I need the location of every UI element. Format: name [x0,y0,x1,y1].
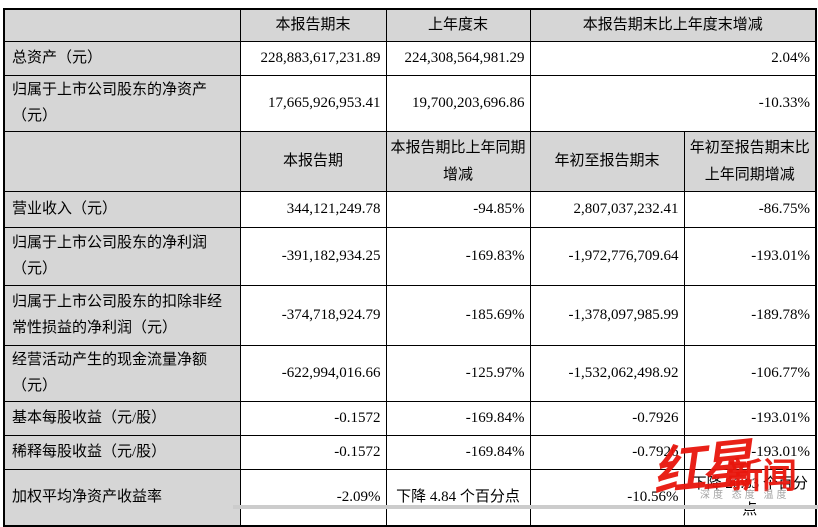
total-assets-current: 228,883,617,231.89 [239,41,387,76]
row-label-operating-cash-flow: 经营活动产生的现金流量净额（元） [3,345,241,402]
basic-eps-change: -169.84% [385,401,531,436]
net-profit-ytd-change: -193.01% [683,227,817,286]
net-profit-change: -169.83% [385,227,531,286]
table-row-total-assets: 总资产（元） 228,883,617,231.89 224,308,564,98… [3,41,817,76]
col-header-change-vs-prior-year-end: 本报告期末比上年度末增减 [529,8,817,42]
net-profit-excl-ytd: -1,378,097,985.99 [529,285,685,346]
roe-ytd-change: 下降 20.83 个百分点 [683,469,817,527]
col-header-current-period: 本报告期 [239,131,387,192]
total-assets-change: 2.04% [529,41,817,76]
col-header-ytd-change: 年初至报告期末比上年同期增减 [683,131,817,192]
table-row-operating-revenue: 营业收入（元） 344,121,249.78 -94.85% 2,807,037… [3,191,817,228]
operating-revenue-ytd-change: -86.75% [683,191,817,228]
basic-eps-current: -0.1572 [239,401,387,436]
operating-revenue-current: 344,121,249.78 [239,191,387,228]
table-row-net-profit-excl-nonrecurring: 归属于上市公司股东的扣除非经常性损益的净利润（元） -374,718,924.7… [3,285,817,346]
corner-cell [3,8,241,42]
roe-ytd: -10.56% [529,469,685,527]
total-assets-prior: 224,308,564,981.29 [385,41,531,76]
net-profit-excl-ytd-change: -189.78% [683,285,817,346]
row-label-basic-eps: 基本每股收益（元/股） [3,401,241,436]
net-profit-excl-current: -374,718,924.79 [239,285,387,346]
diluted-eps-change: -169.84% [385,435,531,470]
table-row-net-profit: 归属于上市公司股东的净利润（元） -391,182,934.25 -169.83… [3,227,817,286]
col-header-prior-year-end: 上年度末 [385,8,531,42]
financial-summary-table: 本报告期末 上年度末 本报告期末比上年度末增减 总资产（元） 228,883,6… [3,8,818,527]
cash-flow-change: -125.97% [385,345,531,402]
table-row-net-assets: 归属于上市公司股东的净资产（元） 17,665,926,953.41 19,70… [3,75,817,132]
col-header-current-period-end: 本报告期末 [239,8,387,42]
table-row-basic-eps: 基本每股收益（元/股） -0.1572 -169.84% -0.7926 -19… [3,401,817,436]
diluted-eps-ytd-change: -193.01% [683,435,817,470]
col-header-period-change: 本报告期比上年同期增减 [385,131,531,192]
operating-revenue-ytd: 2,807,037,232.41 [529,191,685,228]
roe-change: 下降 4.84 个百分点 [385,469,531,527]
basic-eps-ytd-change: -193.01% [683,401,817,436]
row-label-net-assets: 归属于上市公司股东的净资产（元） [3,75,241,132]
col-header-ytd: 年初至报告期末 [529,131,685,192]
table-header-row-period: 本报告期 本报告期比上年同期增减 年初至报告期末 年初至报告期末比上年同期增减 [3,131,817,192]
diluted-eps-ytd: -0.7926 [529,435,685,470]
net-profit-excl-change: -185.69% [385,285,531,346]
operating-revenue-change: -94.85% [385,191,531,228]
partial-next-row-strip [233,505,818,509]
row-label-total-assets: 总资产（元） [3,41,241,76]
cash-flow-ytd-change: -106.77% [683,345,817,402]
table-header-row-period-end: 本报告期末 上年度末 本报告期末比上年度末增减 [3,8,817,42]
corner-cell-2 [3,131,241,192]
row-label-diluted-eps: 稀释每股收益（元/股） [3,435,241,470]
cash-flow-current: -622,994,016.66 [239,345,387,402]
diluted-eps-current: -0.1572 [239,435,387,470]
table-row-weighted-avg-roe: 加权平均净资产收益率 -2.09% 下降 4.84 个百分点 -10.56% 下… [3,469,817,527]
cash-flow-ytd: -1,532,062,498.92 [529,345,685,402]
row-label-net-profit: 归属于上市公司股东的净利润（元） [3,227,241,286]
net-profit-ytd: -1,972,776,709.64 [529,227,685,286]
row-label-weighted-avg-roe: 加权平均净资产收益率 [3,469,241,527]
net-profit-current: -391,182,934.25 [239,227,387,286]
net-assets-current: 17,665,926,953.41 [239,75,387,132]
row-label-net-profit-excl-nonrecurring: 归属于上市公司股东的扣除非经常性损益的净利润（元） [3,285,241,346]
row-label-operating-revenue: 营业收入（元） [3,191,241,228]
net-assets-prior: 19,700,203,696.86 [385,75,531,132]
table-row-operating-cash-flow: 经营活动产生的现金流量净额（元） -622,994,016.66 -125.97… [3,345,817,402]
table-row-diluted-eps: 稀释每股收益（元/股） -0.1572 -169.84% -0.7926 -19… [3,435,817,470]
net-assets-change: -10.33% [529,75,817,132]
roe-current: -2.09% [239,469,387,527]
basic-eps-ytd: -0.7926 [529,401,685,436]
